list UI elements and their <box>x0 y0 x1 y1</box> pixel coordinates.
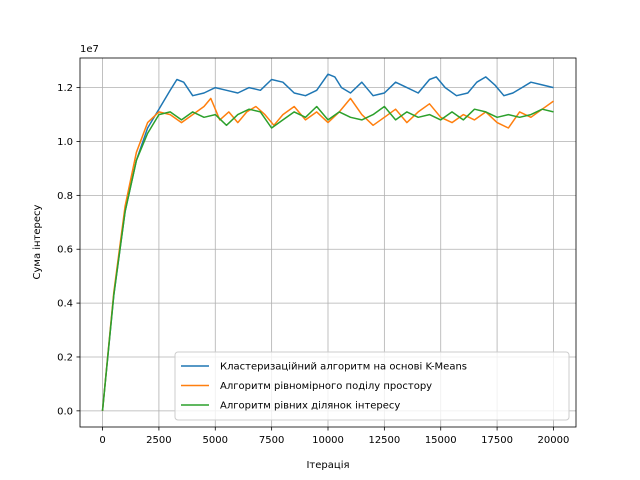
y-tick-label: 1.2 <box>57 83 73 94</box>
x-tick-label: 17500 <box>481 435 513 446</box>
series-line-1 <box>101 73 554 411</box>
y-tick-label: 0.2 <box>57 352 73 363</box>
series-line-2 <box>101 97 554 411</box>
x-tick-label: 10000 <box>312 435 344 446</box>
x-tick-label: 2500 <box>146 435 171 446</box>
x-tick-label: 15000 <box>425 435 457 446</box>
x-axis: 0 2500 5000 7500 10000 12500 15000 17500 20000 <box>99 427 569 446</box>
x-tick-label: 20000 <box>538 435 570 446</box>
y-axis: 0.0 0.2 0.4 0.6 0.8 1.0 1.2 <box>57 83 80 417</box>
legend-label-1: Кластеризаційний алгоритм на основі K-Me… <box>220 361 467 373</box>
series-line-3 <box>101 105 554 411</box>
y-multiplier-label: 1e7 <box>80 44 99 55</box>
y-tick-label: 0.8 <box>57 191 73 202</box>
y-tick-label: 1.0 <box>57 137 73 148</box>
series-group <box>101 73 554 411</box>
x-axis-label: Ітерація <box>306 459 349 471</box>
x-tick-label: 7500 <box>259 435 284 446</box>
x-tick-label: 0 <box>99 435 105 446</box>
y-tick-label: 0.4 <box>57 299 73 310</box>
x-tick-label: 5000 <box>203 435 228 446</box>
y-tick-label: 0.6 <box>57 245 73 256</box>
legend: Кластеризаційний алгоритм на основі K-Me… <box>174 351 570 421</box>
legend-label-2: Алгоритм рівномірного поділу простору <box>220 380 432 392</box>
y-axis-label: Сума інтересу <box>31 204 43 279</box>
x-tick-label: 12500 <box>368 435 400 446</box>
legend-box <box>174 351 570 421</box>
legend-label-3: Алгоритм рівних ділянок інтересу <box>220 400 400 412</box>
y-tick-label: 0.0 <box>57 406 73 417</box>
